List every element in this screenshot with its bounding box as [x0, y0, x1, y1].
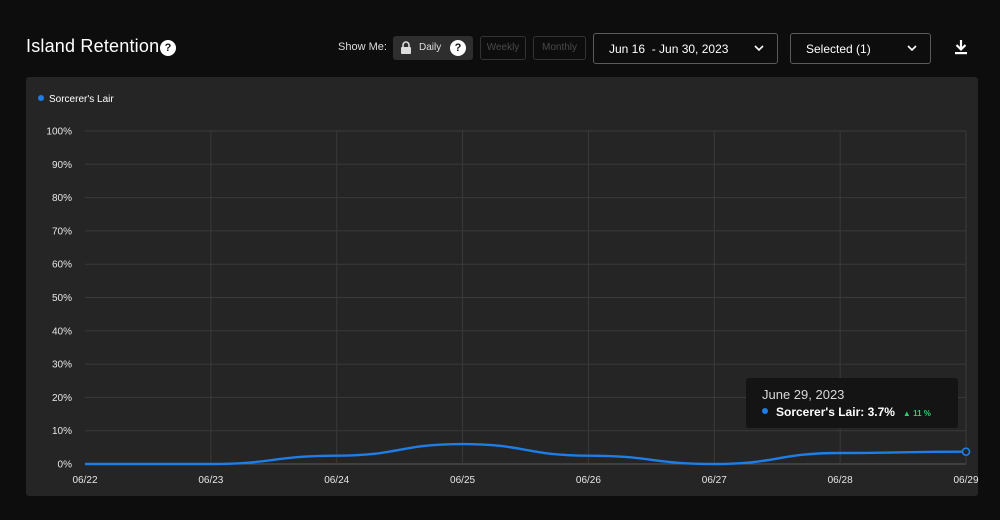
- date-range-dropdown[interactable]: Jun 16 - Jun 30, 2023: [593, 33, 778, 64]
- daily-button[interactable]: Daily ?: [393, 36, 473, 60]
- y-tick-label: 40%: [52, 326, 72, 337]
- y-tick-label: 30%: [52, 360, 72, 371]
- y-tick-label: 50%: [52, 293, 72, 304]
- date-range-value: Jun 16 - Jun 30, 2023: [609, 42, 729, 56]
- series-line: [84, 442, 967, 466]
- show-me-label: Show Me:: [338, 41, 387, 53]
- page-title: Island Retention: [26, 36, 160, 56]
- x-tick-label: 06/22: [72, 475, 97, 486]
- weekly-button[interactable]: Weekly: [480, 36, 526, 60]
- y-tick-label: 0%: [58, 460, 73, 471]
- chevron-down-icon: [907, 45, 917, 52]
- y-tick-label: 60%: [52, 260, 72, 271]
- y-tick-label: 70%: [52, 226, 72, 237]
- selection-dropdown[interactable]: Selected (1): [790, 33, 931, 64]
- tooltip-change-value: 11 %: [913, 409, 931, 418]
- daily-button-label: Daily: [419, 42, 442, 53]
- help-icon[interactable]: ?: [450, 40, 466, 56]
- monthly-button[interactable]: Monthly: [533, 36, 586, 60]
- x-tick-label: 06/26: [576, 475, 601, 486]
- x-tick-label: 06/27: [702, 475, 727, 486]
- y-tick-label: 100%: [46, 127, 72, 138]
- tooltip-series-value: Sorcerer's Lair: 3.7%: [776, 405, 895, 419]
- tooltip-date: June 29, 2023: [762, 387, 845, 402]
- y-tick-label: 90%: [52, 160, 72, 171]
- chevron-down-icon: [754, 45, 764, 52]
- selection-value: Selected (1): [806, 42, 871, 56]
- tooltip-row: Sorcerer's Lair: 3.7% ▲ 11 %: [762, 405, 931, 419]
- legend-marker: [38, 95, 44, 101]
- x-tick-label: 06/25: [450, 475, 475, 486]
- chart-tooltip: June 29, 2023 Sorcerer's Lair: 3.7% ▲ 11 …: [746, 378, 958, 428]
- x-tick-label: 06/24: [324, 475, 349, 486]
- help-icon[interactable]: ?: [160, 40, 176, 56]
- legend-label: Sorcerer's Lair: [49, 94, 114, 105]
- chart-legend[interactable]: Sorcerer's Lair: [38, 94, 114, 105]
- lock-icon: [401, 41, 411, 54]
- x-tick-label: 06/29: [953, 475, 978, 486]
- download-icon[interactable]: [952, 38, 970, 56]
- x-tick-label: 06/23: [198, 475, 223, 486]
- highlighted-point: [961, 447, 971, 456]
- x-tick-label: 06/28: [828, 475, 853, 486]
- tooltip-series-marker: [762, 408, 768, 414]
- tooltip-change: ▲ 11 %: [902, 409, 931, 418]
- y-tick-label: 20%: [52, 393, 72, 404]
- y-tick-label: 80%: [52, 193, 72, 204]
- y-tick-label: 10%: [52, 426, 72, 437]
